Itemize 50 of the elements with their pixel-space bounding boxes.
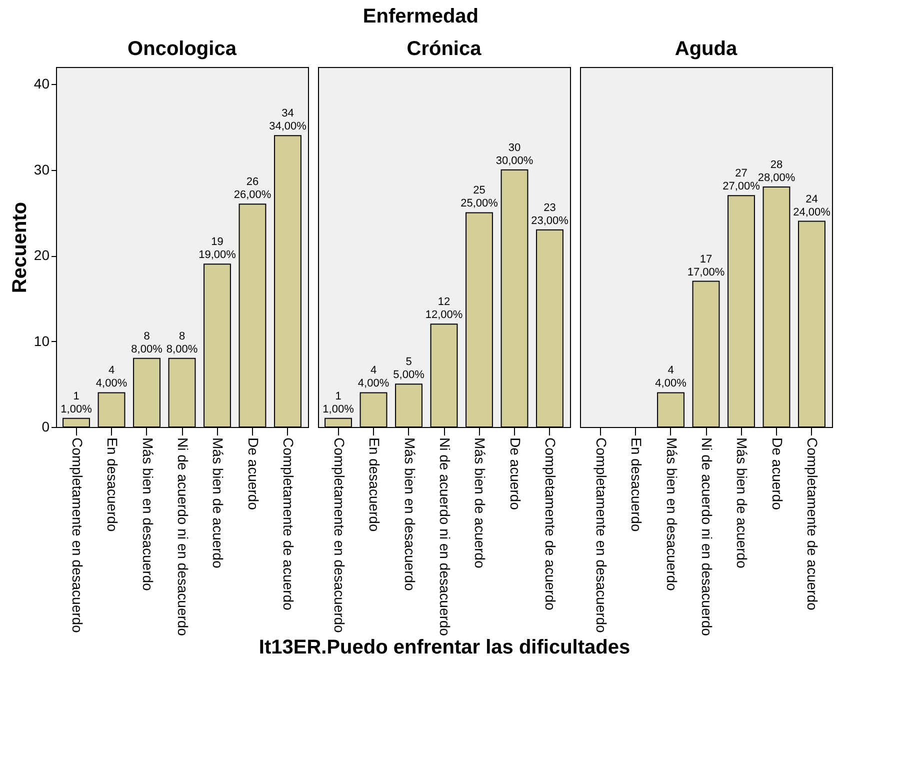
data-label: 12 12,00% — [425, 296, 463, 322]
x-tick-label: Ni de acuerdo ni en desacuerdo — [699, 438, 715, 636]
x-tick-label: En desacuerdo — [628, 438, 645, 532]
x-tick-label: Más bien de acuerdo — [734, 438, 750, 568]
x-tick-label: Más bien en desacuerdo — [664, 438, 680, 592]
data-label: 4 4,00% — [655, 364, 687, 390]
x-tick-label: Completamente de acuerdo — [542, 438, 559, 610]
x-tick-label: En desacuerdo — [104, 438, 121, 532]
x-tick-label: Completamente en desacuerdo — [331, 438, 348, 634]
y-axis-title: Recuento — [8, 202, 31, 294]
data-label: 26 26,00% — [234, 176, 272, 202]
data-label: 8 8,00% — [166, 330, 198, 356]
x-tick-label: De acuerdo — [507, 438, 524, 510]
x-tick-label: Más bien en desacuerdo — [140, 438, 156, 592]
x-tick-label: De acuerdo — [769, 438, 786, 510]
x-tick-label: Ni de acuerdo ni en desacuerdo — [437, 438, 453, 636]
x-tick-label: Más bien en desacuerdo — [402, 438, 418, 592]
data-label: 1 1,00% — [60, 390, 92, 416]
data-label: 23 23,00% — [531, 202, 569, 227]
y-tick-label: 20 — [34, 247, 50, 264]
y-tick-label: 10 — [34, 332, 50, 349]
text: Enfermedad — [362, 6, 479, 28]
data-label: 25 25,00% — [460, 184, 498, 210]
x-tick-label: En desacuerdo — [366, 438, 383, 532]
data-label: 30 30,00% — [496, 142, 534, 167]
chart-title: Oncologica — [128, 38, 238, 60]
data-label: 34 34,00% — [269, 108, 307, 133]
x-tick-label: Completamente de acuerdo — [804, 438, 821, 610]
chart-title: Crónica — [406, 38, 482, 60]
x-axis-title: It13ER.Puedo enfrentar las dificultades — [258, 636, 630, 658]
x-tick-label: De acuerdo — [245, 438, 262, 510]
data-label: 8 8,00% — [131, 330, 163, 356]
y-tick-label: 0 — [42, 418, 50, 434]
data-label: 17 17,00% — [687, 253, 725, 278]
data-label: 4 4,00% — [358, 364, 390, 390]
data-label: 19 19,00% — [198, 236, 236, 262]
data-label: 24 24,00% — [793, 193, 831, 218]
x-tick-label: Ni de acuerdo ni en desacuerdo — [175, 438, 191, 636]
x-tick-label: Completamente en desacuerdo — [69, 438, 86, 634]
x-tick-label: Completamente en desacuerdo — [593, 438, 610, 634]
x-tick-label: Más bien de acuerdo — [472, 438, 488, 568]
data-label: 1 1,00% — [322, 390, 354, 416]
x-tick-label: Más bien de acuerdo — [210, 438, 226, 568]
x-tick-label: Completamente de acuerdo — [280, 438, 297, 610]
chart-title: Aguda — [674, 38, 738, 60]
data-label: 5 5,00% — [393, 356, 425, 382]
data-label: 28 28,00% — [758, 159, 796, 184]
y-tick-label: 30 — [34, 161, 50, 178]
data-label: 4 4,00% — [96, 364, 128, 390]
y-tick-label: 40 — [34, 76, 50, 92]
